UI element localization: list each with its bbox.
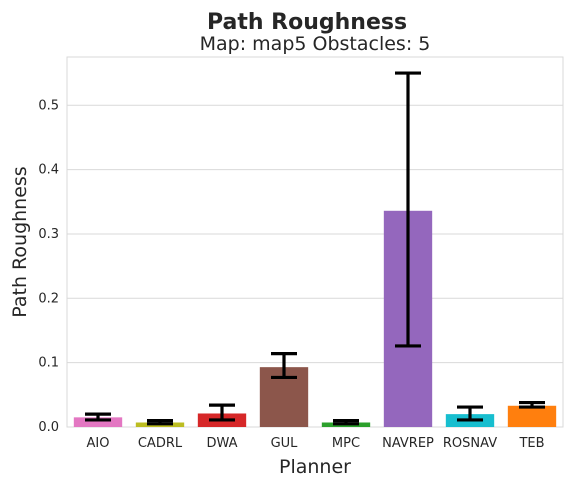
y-tick-label: 0.3 (38, 227, 59, 242)
chart-subtitle: Map: map5 Obstacles: 5 (200, 33, 431, 55)
error-bar-navrep (395, 71, 421, 348)
error-bar-rosnav (457, 405, 483, 422)
x-tick-label: CADRL (138, 436, 183, 451)
y-tick-label: 0.2 (38, 291, 59, 306)
error-bar-dwa (209, 403, 235, 422)
x-tick-label: NAVREP (382, 436, 434, 451)
x-tick-label: TEB (518, 436, 544, 451)
error-bar-teb (519, 400, 545, 409)
bar-teb (507, 405, 557, 427)
x-axis-label: Planner (279, 456, 351, 478)
x-tick-label: MPC (332, 436, 360, 451)
x-tick-labels: AIO CADRL DWA GUL MPC NAVREP ROSNAV TEB (87, 436, 545, 451)
error-bar-mpc (333, 418, 359, 426)
grid-lines (67, 104, 563, 428)
y-tick-labels: 0.0 0.1 0.2 0.3 0.4 0.5 (38, 98, 59, 435)
y-axis-label: Path Roughness (9, 166, 31, 317)
y-tick-label: 0.1 (38, 356, 59, 371)
x-tick-label: AIO (87, 436, 110, 451)
plot-frame (66, 56, 564, 428)
error-bar-aio (85, 412, 111, 422)
error-bars (85, 71, 545, 426)
y-tick-label: 0.5 (38, 98, 59, 113)
bar-aio (73, 417, 123, 427)
x-tick-label: GUL (271, 436, 299, 451)
error-bar-gul (271, 352, 297, 380)
error-bar-cadrl (147, 418, 173, 426)
bars (73, 210, 557, 427)
x-tick-label: DWA (206, 436, 237, 451)
y-tick-label: 0.0 (38, 420, 59, 435)
y-tick-label: 0.4 (38, 163, 59, 178)
x-tick-label: ROSNAV (443, 436, 497, 451)
chart-title: Path Roughness (207, 10, 407, 35)
